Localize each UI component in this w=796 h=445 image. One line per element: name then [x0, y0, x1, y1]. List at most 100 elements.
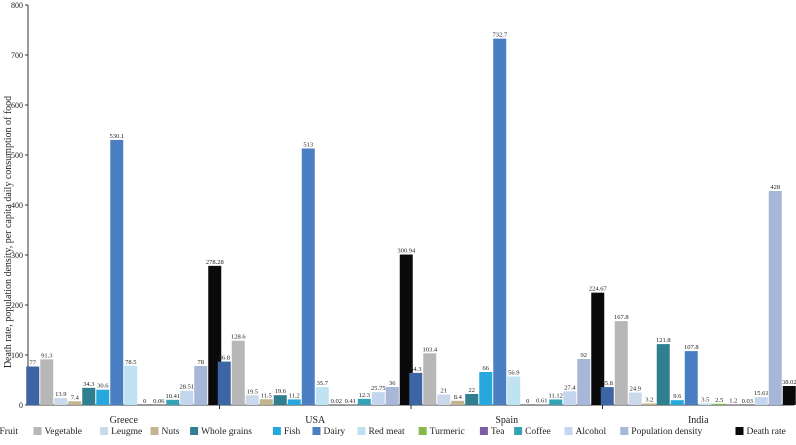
bar [194, 366, 207, 405]
bar [699, 403, 712, 405]
y-tick-label: 200 [11, 301, 23, 310]
data-label: 300.94 [397, 248, 416, 255]
data-label: 3.2 [645, 396, 653, 403]
data-label: 13.9 [55, 391, 66, 398]
y-tick-label: 700 [11, 51, 23, 60]
bar [274, 395, 287, 405]
data-label: 3.5 [701, 396, 709, 403]
data-label: 34.3 [83, 381, 94, 388]
legend-label: Whole grains [201, 427, 252, 437]
bar [769, 191, 782, 405]
bar [643, 403, 656, 405]
bar [437, 395, 450, 406]
legend-swatch [620, 427, 628, 435]
data-label: 9.6 [673, 393, 682, 400]
bar [727, 404, 740, 405]
x-category-label: Spain [495, 415, 518, 426]
bar [549, 399, 562, 405]
data-label: 2.5 [715, 397, 723, 404]
bar [26, 367, 39, 406]
data-label: 28.51 [179, 384, 194, 391]
bar [451, 401, 464, 405]
data-label: 66 [483, 365, 490, 372]
legend-label: Tea [491, 427, 505, 437]
data-label: 0 [526, 398, 529, 405]
data-label: 278.28 [206, 259, 224, 266]
data-label: 27.4 [564, 384, 576, 391]
bar [601, 387, 614, 405]
legend-label: Dairy [324, 427, 346, 437]
bar [409, 373, 422, 405]
data-label: 1.2 [729, 397, 737, 404]
bar [657, 344, 670, 405]
bar [302, 149, 315, 406]
data-label: 121.8 [656, 337, 671, 344]
plot-area: 0100200300400500600700800Greece7791.313.… [11, 1, 796, 426]
data-label: 30.6 [97, 383, 109, 390]
data-label: 19.6 [275, 388, 287, 395]
y-tick-label: 800 [11, 1, 23, 10]
data-label: 10.41 [165, 393, 180, 400]
data-label: 428 [770, 184, 780, 191]
bar [671, 400, 684, 405]
bar [465, 394, 478, 405]
bar [563, 391, 576, 405]
data-label: 38.02 [782, 379, 796, 386]
bar [180, 391, 193, 405]
legend-label: Population density [631, 427, 702, 437]
legend-swatch [480, 427, 488, 435]
data-label: 19.5 [247, 388, 258, 395]
data-label: 86.8 [219, 355, 230, 362]
data-label: 78.5 [125, 359, 136, 366]
data-label: 21 [441, 388, 448, 395]
data-label: 732.7 [492, 32, 507, 39]
data-label: 128.6 [231, 334, 246, 341]
legend-label: Fish [284, 427, 301, 437]
y-tick-label: 400 [11, 201, 23, 210]
bar [218, 362, 231, 405]
data-label: 0.02 [331, 398, 342, 405]
bar [479, 372, 492, 405]
data-label: 11.12 [549, 392, 563, 399]
bar [54, 398, 67, 405]
data-label: 56.9 [508, 370, 519, 377]
legend-swatch [565, 427, 573, 435]
legend-label: Vegetable [45, 427, 82, 437]
data-label: 64.3 [410, 366, 421, 373]
bar [232, 341, 245, 405]
legend-label: Death rate [747, 427, 786, 437]
bar [507, 377, 520, 405]
legend-swatch [313, 427, 321, 435]
data-label: 15.61 [754, 390, 769, 397]
legend-swatch [736, 427, 744, 435]
legend-label: Leugme [111, 427, 142, 437]
data-label: 107.8 [684, 344, 699, 351]
data-label: 103.4 [422, 346, 437, 353]
data-label: 91.3 [41, 352, 52, 359]
data-label: 7.4 [71, 394, 80, 401]
bar [82, 388, 95, 405]
data-label: 11.5 [261, 392, 272, 399]
bar [685, 351, 698, 405]
legend-swatch [514, 427, 522, 435]
data-label: 530.1 [109, 133, 124, 140]
bar [316, 387, 329, 405]
legend-label: Coffee [525, 426, 551, 437]
data-label: 25.75 [371, 385, 386, 392]
bar [124, 366, 137, 405]
legend-label: Turmeric [430, 427, 465, 437]
y-tick-label: 100 [11, 351, 23, 360]
bar [96, 390, 109, 405]
y-tick-label: 300 [11, 251, 23, 260]
data-label: 36 [389, 380, 396, 387]
bar [755, 397, 768, 405]
legend-label: Red meat [369, 427, 406, 437]
data-label: 224.67 [589, 286, 608, 293]
bar [110, 140, 123, 405]
legend-swatch [151, 427, 159, 435]
bar [166, 400, 179, 405]
y-tick-label: 0 [19, 401, 23, 410]
data-label: 78 [198, 359, 205, 366]
